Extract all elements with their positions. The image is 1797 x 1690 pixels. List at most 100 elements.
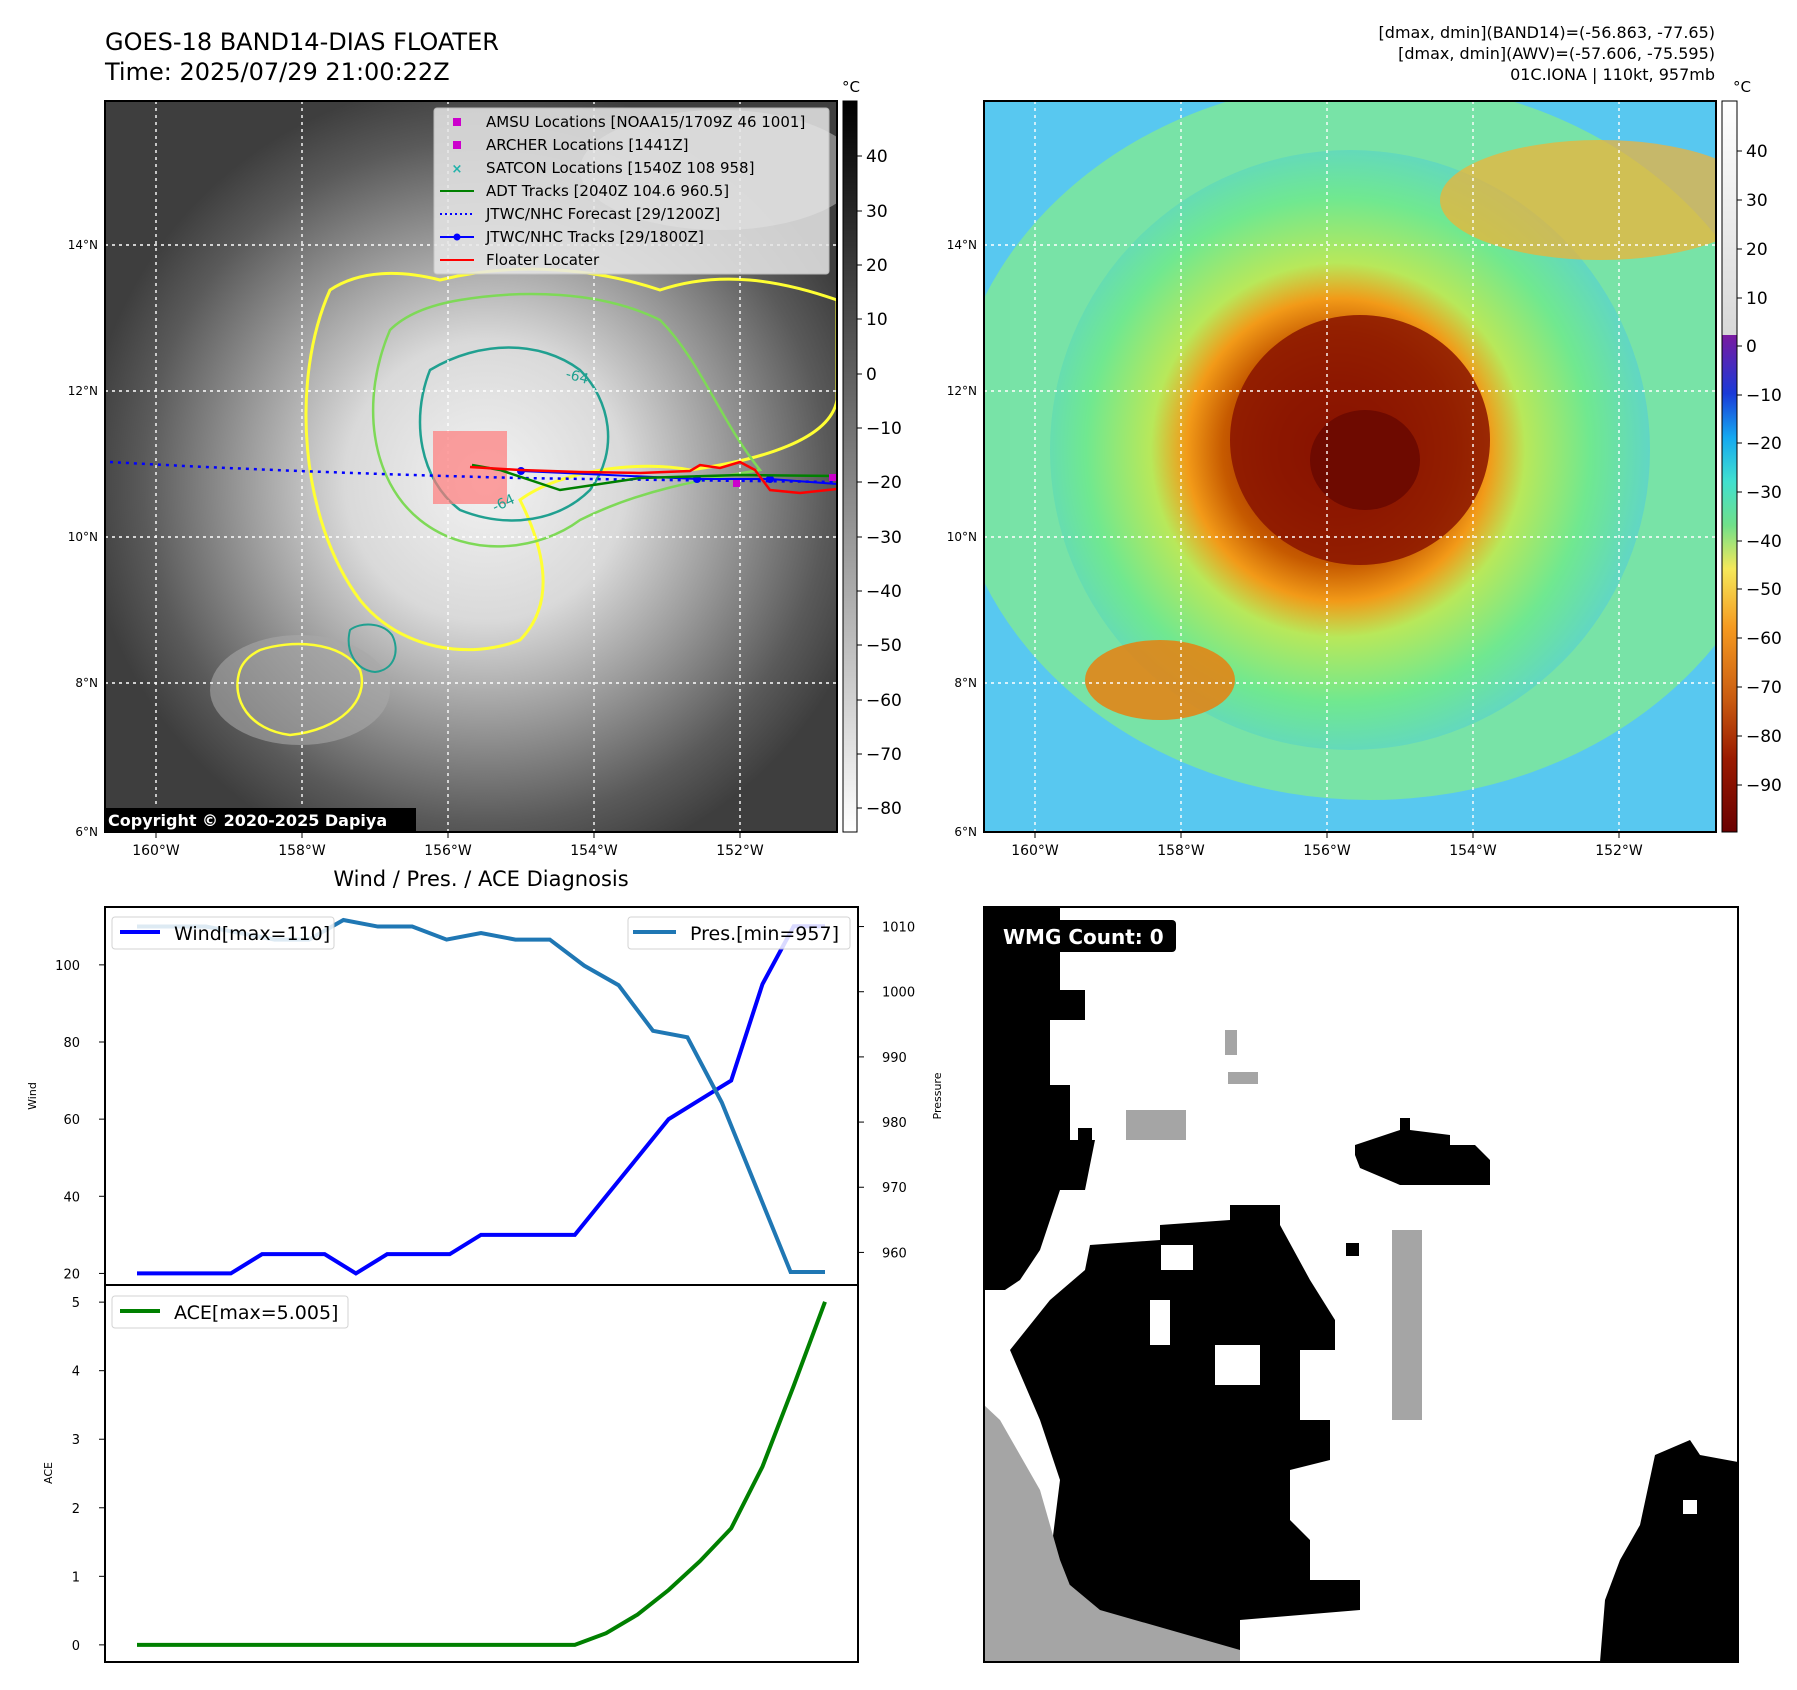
lat-tick-label: 6°N bbox=[75, 825, 98, 839]
legend-marker-dot bbox=[453, 233, 461, 241]
wmg-panel: WMG Count: 0 bbox=[983, 906, 1739, 1663]
wmg-black-region-ne bbox=[1355, 1118, 1490, 1185]
color-colorbar-tick-label: 20 bbox=[1746, 240, 1768, 260]
contour-teal-inner bbox=[418, 346, 610, 522]
wmg-white-hole bbox=[1215, 1345, 1260, 1385]
color-colorbar-tick-label: −50 bbox=[1746, 580, 1782, 600]
wind-legend-label: Wind[max=110] bbox=[174, 923, 330, 945]
lat-tick-label: 10°N bbox=[68, 530, 98, 544]
dmax-band14: [dmax, dmin](BAND14)=(-56.863, -77.65) bbox=[1379, 23, 1715, 42]
color-colorbar-unit: °C bbox=[1733, 78, 1751, 96]
lat-tick-label: 8°N bbox=[954, 676, 977, 690]
legend-label: ARCHER Locations [1441Z] bbox=[486, 136, 689, 154]
color-colorbar-tick-label: −80 bbox=[1746, 727, 1782, 747]
lon-tick-label: 156°W bbox=[424, 843, 472, 859]
pressure-legend-label: Pres.[min=957] bbox=[690, 923, 839, 945]
wmg-black-region-center bbox=[1010, 1205, 1360, 1662]
ir-lon-ticks: 160°W 158°W 156°W 154°W 152°W bbox=[132, 832, 764, 859]
gray-colorbar-tick-label: 40 bbox=[866, 147, 888, 167]
wmg-gray-region-sw bbox=[984, 1405, 1240, 1662]
wmg-black-region-se bbox=[1600, 1440, 1738, 1662]
color-colorbar-tick-label: −40 bbox=[1746, 532, 1782, 552]
gray-colorbar-tick-label: −50 bbox=[866, 636, 902, 656]
diagnosis-panel: Wind / Pres. / ACE Diagnosis 20406080100… bbox=[26, 867, 944, 1663]
color-colorbar-tick-label: −60 bbox=[1746, 629, 1782, 649]
dmax-awv: [dmax, dmin](AWV)=(-57.606, -75.595) bbox=[1398, 44, 1715, 63]
ace-ytick-label: 5 bbox=[72, 1296, 80, 1311]
contour-label: -64 bbox=[564, 366, 590, 387]
wmg-white-hole bbox=[1150, 1300, 1170, 1345]
legend-items: AMSU Locations [NOAA15/1709Z 46 1001] ARC… bbox=[440, 113, 805, 269]
color-colorbar-tick-label: −70 bbox=[1746, 678, 1782, 698]
contour-yellow-sw bbox=[236, 642, 364, 737]
lon-tick-label: 160°W bbox=[1011, 843, 1059, 859]
wmg-gray-patch bbox=[1225, 1030, 1237, 1055]
contour-green-mid bbox=[371, 292, 763, 548]
color-colorbar-tick-label: −20 bbox=[1746, 434, 1782, 454]
color-colorbar-tick-label: 40 bbox=[1746, 142, 1768, 162]
lon-tick-label: 152°W bbox=[716, 843, 764, 859]
wind-series-line bbox=[137, 924, 825, 1276]
awv-gridlines bbox=[984, 101, 1716, 832]
pressure-ytick-label: 980 bbox=[882, 1116, 907, 1131]
legend-label: ADT Tracks [2040Z 104.6 960.5] bbox=[486, 182, 729, 200]
gray-colorbar-tick-label: −20 bbox=[866, 473, 902, 493]
color-colorbar-tick-label: −30 bbox=[1746, 483, 1782, 503]
gray-colorbar-tick-label: 30 bbox=[866, 202, 888, 222]
lat-tick-label: 12°N bbox=[68, 384, 98, 398]
pressure-ylabel: Pressure bbox=[931, 1072, 944, 1119]
amsu-marker bbox=[733, 480, 740, 487]
ace-series-line bbox=[137, 1301, 827, 1647]
wind-ytick-label: 40 bbox=[63, 1190, 80, 1205]
ir-lat-ticks: 6°N 8°N 10°N 12°N 14°N bbox=[68, 238, 98, 839]
legend-label: SATCON Locations [1540Z 108 958] bbox=[486, 159, 754, 177]
wmg-count-badge bbox=[996, 920, 1176, 952]
map-legend: AMSU Locations [NOAA15/1709Z 46 1001] ARC… bbox=[433, 107, 830, 275]
ace-axes bbox=[104, 1284, 859, 1663]
figure-title: GOES-18 BAND14-DIAS FLOATER bbox=[105, 28, 499, 56]
lat-tick-label: 6°N bbox=[954, 825, 977, 839]
pressure-legend-box bbox=[627, 916, 851, 950]
pressure-ytick-label: 960 bbox=[882, 1246, 907, 1261]
lon-tick-label: 158°W bbox=[278, 843, 326, 859]
gray-colorbar-tick-label: −30 bbox=[866, 528, 902, 548]
color-colorbar-tick-label: −90 bbox=[1746, 776, 1782, 796]
contour-teal-sw bbox=[347, 623, 397, 674]
color-colorbar-tick-label: 10 bbox=[1746, 289, 1768, 309]
wind-ytick-label: 100 bbox=[55, 959, 80, 974]
pressure-ytick-label: 990 bbox=[882, 1051, 907, 1066]
copyright-box bbox=[105, 808, 416, 832]
wind-legend-box bbox=[111, 916, 335, 950]
lon-tick-label: 156°W bbox=[1303, 843, 1351, 859]
ir-map-panel: -64 -64 Copyright © 2020-2025 Dapiya AMS… bbox=[68, 78, 902, 859]
awv-eye bbox=[1310, 410, 1420, 510]
wmg-black-region-west bbox=[984, 907, 1095, 1290]
legend-marker bbox=[453, 141, 461, 149]
copyright-text: Copyright © 2020-2025 Dapiya bbox=[108, 811, 387, 830]
awv-band-ne bbox=[1440, 140, 1716, 260]
ace-ylabel: ACE bbox=[42, 1462, 55, 1484]
gray-colorbar-tick-label: 20 bbox=[866, 256, 888, 276]
color-colorbar-tick-label: 30 bbox=[1746, 191, 1768, 211]
gray-colorbar-ticks: 40 30 20 10 0 −10 −20 −30 −40 −50 −60 −70 −80 bbox=[857, 147, 902, 819]
wind-pres-axes bbox=[104, 906, 859, 1286]
ace-ytick-label: 2 bbox=[72, 1502, 80, 1517]
floater-locater-track bbox=[469, 460, 837, 495]
lat-tick-label: 14°N bbox=[947, 238, 977, 252]
storm-info: 01C.IONA | 110kt, 957mb bbox=[1510, 65, 1715, 84]
wmg-count-label: WMG Count: 0 bbox=[1003, 925, 1164, 949]
ace-ytick-label: 3 bbox=[72, 1433, 80, 1448]
gray-colorbar-tick-label: −60 bbox=[866, 691, 902, 711]
wind-ytick-label: 60 bbox=[63, 1113, 80, 1128]
awv-map-frame bbox=[983, 100, 1717, 833]
legend-marker bbox=[453, 118, 461, 126]
gray-colorbar-tick-label: −70 bbox=[866, 745, 902, 765]
wmg-white-hole bbox=[1683, 1500, 1697, 1514]
awv-cluster-sw bbox=[1085, 640, 1235, 720]
pressure-ytick-label: 970 bbox=[882, 1181, 907, 1196]
ace-legend-label: ACE[max=5.005] bbox=[174, 1302, 338, 1324]
lon-tick-label: 154°W bbox=[1449, 843, 1497, 859]
lon-tick-label: 160°W bbox=[132, 843, 180, 859]
color-colorbar-tick-label: −10 bbox=[1746, 386, 1782, 406]
lat-tick-label: 10°N bbox=[947, 530, 977, 544]
